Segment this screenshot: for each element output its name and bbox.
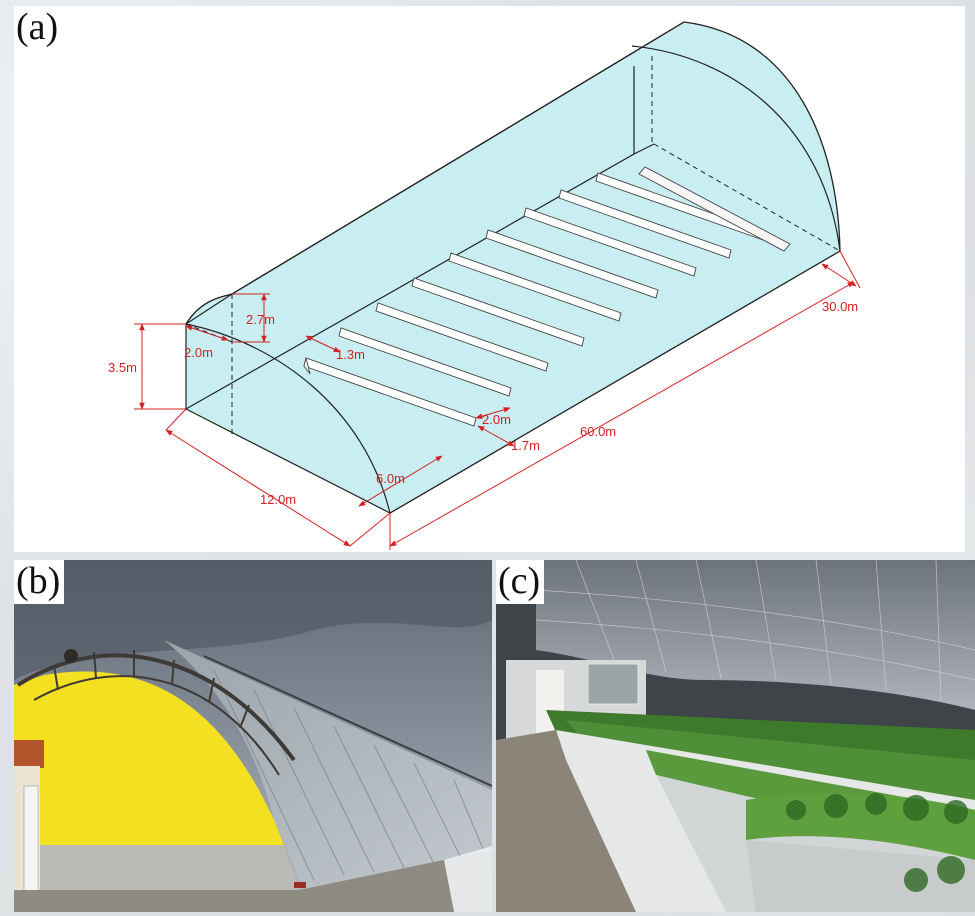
dim-back-depth: 2.0m xyxy=(184,345,213,360)
interior-illustration xyxy=(496,560,975,912)
dim-half-length: 30.0m xyxy=(822,299,858,314)
panel-a-schematic: 3.5m 2.7m 2.0m 1.3m 2.0m 1.7m 6.0m 12.0m… xyxy=(14,6,965,552)
plant-beds xyxy=(546,710,975,912)
dim-height: 3.5m xyxy=(108,360,137,375)
greenhouse-schematic: 3.5m 2.7m 2.0m 1.3m 2.0m 1.7m 6.0m 12.0m… xyxy=(108,21,861,550)
north-wall xyxy=(185,66,635,411)
yellow-gable-wall xyxy=(14,671,284,845)
dim-span: 12.0m xyxy=(260,492,296,507)
dim-length: 60.0m xyxy=(580,424,616,439)
panel-b-exterior-photo: (b) xyxy=(14,560,492,912)
panel-c-interior-photo: (c) xyxy=(496,560,975,912)
steel-arch xyxy=(16,653,296,762)
panel-c-label: (c) xyxy=(496,560,545,604)
dim-bed-offset: 6.0m xyxy=(376,471,405,486)
dim-row-gap: 1.3m xyxy=(336,347,365,362)
panel-a-label: (a) xyxy=(16,6,59,48)
dimension-lines xyxy=(134,250,861,550)
greenhouse-film xyxy=(164,640,492,890)
dim-row-end-gap: 1.7m xyxy=(511,438,540,453)
exterior-illustration xyxy=(14,560,492,912)
panel-b-label: (b) xyxy=(14,560,65,604)
dim-ridge: 2.7m xyxy=(246,312,275,327)
dim-row-width: 2.0m xyxy=(482,412,511,427)
